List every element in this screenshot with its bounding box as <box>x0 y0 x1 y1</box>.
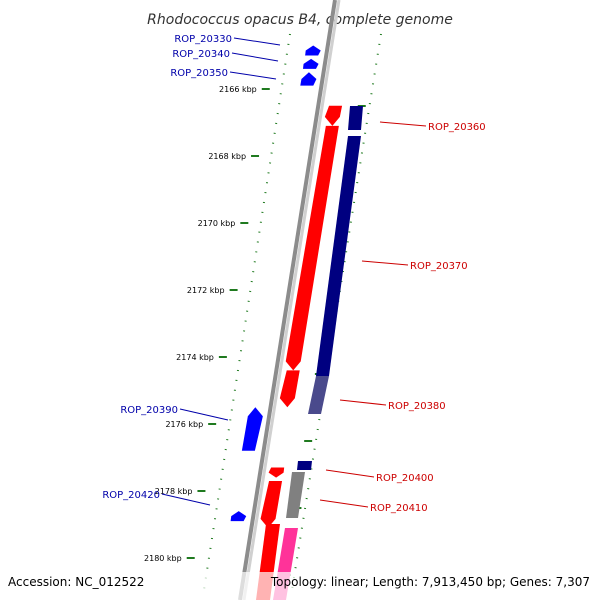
gene-label-leader <box>229 71 277 80</box>
gene-label[interactable]: ROP_20350 <box>170 68 228 79</box>
gene-rop-20360[interactable] <box>324 105 343 126</box>
feature-block-navy-c <box>297 461 312 470</box>
gene-rop-20390[interactable] <box>241 407 263 451</box>
feature-block-navy-a <box>348 106 363 130</box>
topology-label: Topology: linear; Length: 7,913,450 bp; … <box>270 575 590 589</box>
gene-label[interactable]: ROP_20410 <box>370 503 428 514</box>
gene-label-leader <box>231 52 279 62</box>
feature-block-grey <box>286 472 305 518</box>
gene-rop-20330[interactable] <box>305 45 321 56</box>
backbone-line-dark <box>238 0 337 600</box>
gene-rop-20410[interactable] <box>260 480 283 528</box>
gene-rop-20400[interactable] <box>268 467 285 478</box>
gene-rop-20370[interactable] <box>285 125 339 371</box>
backbone-line-light <box>242 0 341 600</box>
tick-label: 2170 kbp <box>198 219 236 228</box>
accession-label: Accession: NC_012522 <box>8 575 144 589</box>
gene-rop-20340[interactable] <box>302 58 319 69</box>
gene-label[interactable]: ROP_20380 <box>388 401 446 412</box>
footer-background <box>0 572 600 600</box>
gene-label[interactable]: ROP_20330 <box>174 34 232 45</box>
tick-label: 2166 kbp <box>219 85 257 94</box>
feature-block-navy-b <box>316 136 361 376</box>
gene-rop-20380[interactable] <box>279 370 300 408</box>
gene-label-leader <box>233 37 281 46</box>
gene-label[interactable]: ROP_20400 <box>376 473 434 484</box>
gene-label[interactable]: ROP_20420 <box>102 490 160 501</box>
tick-label: 2168 kbp <box>208 152 246 161</box>
tick-label: 2178 kbp <box>155 487 193 496</box>
genome-backbone <box>238 0 341 600</box>
gene-label-leader <box>319 499 369 508</box>
gene-label[interactable]: ROP_20340 <box>172 49 230 60</box>
gene-label-leader <box>179 408 229 421</box>
gene-label-leader <box>379 121 427 127</box>
gene-label-leader <box>339 399 387 406</box>
tick-label: 2180 kbp <box>144 554 182 563</box>
tick-label: 2176 kbp <box>165 420 203 429</box>
gene-rop-20420[interactable] <box>230 511 247 522</box>
feature-block-slate <box>308 376 329 414</box>
genes: ROP_20330 ROP_20340 ROP_20350 ROP_20360 ROP_… <box>102 34 486 528</box>
tick-label: 2174 kbp <box>176 353 214 362</box>
gene-label-leader <box>161 493 211 506</box>
gene-label-leader <box>325 469 375 478</box>
gene-label[interactable]: ROP_20370 <box>410 261 468 272</box>
gene-rop-20350[interactable] <box>300 72 317 86</box>
tick-label: 2172 kbp <box>187 286 225 295</box>
gene-label[interactable]: ROP_20360 <box>428 122 486 133</box>
gene-label[interactable]: ROP_20390 <box>120 405 178 416</box>
gene-label-leader <box>361 260 409 266</box>
map-title: Rhodococcus opacus B4, complete genome <box>147 12 453 28</box>
